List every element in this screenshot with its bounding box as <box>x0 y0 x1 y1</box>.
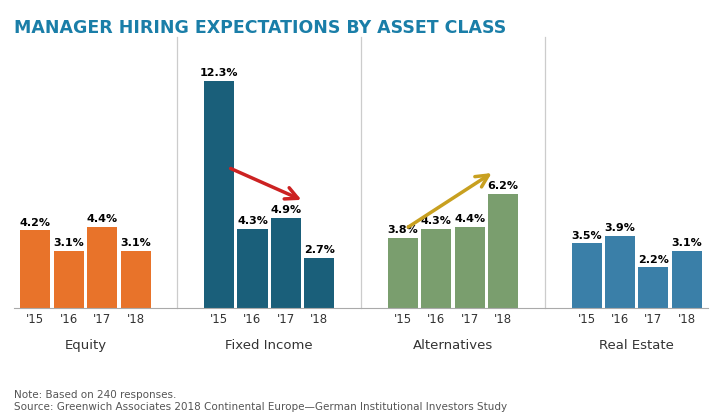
Bar <box>121 251 151 308</box>
Bar <box>237 229 267 308</box>
Bar <box>204 81 234 308</box>
Text: Alternatives: Alternatives <box>413 339 493 352</box>
Text: 3.1%: 3.1% <box>120 238 151 248</box>
Text: 3.8%: 3.8% <box>388 225 418 235</box>
Bar <box>605 236 635 308</box>
Text: MANAGER HIRING EXPECTATIONS BY ASSET CLASS: MANAGER HIRING EXPECTATIONS BY ASSET CLA… <box>14 19 506 37</box>
Text: 2.7%: 2.7% <box>304 245 335 255</box>
Bar <box>271 218 301 308</box>
Text: Fixed Income: Fixed Income <box>225 339 313 352</box>
Text: 4.9%: 4.9% <box>270 205 302 215</box>
Text: Real Estate: Real Estate <box>599 339 674 352</box>
Bar <box>455 227 485 308</box>
Text: 6.2%: 6.2% <box>488 181 518 191</box>
Text: 3.1%: 3.1% <box>671 238 702 248</box>
Bar <box>488 193 518 308</box>
Bar <box>87 227 117 308</box>
Bar <box>20 230 50 308</box>
Text: Note: Based on 240 responses.
Source: Greenwich Associates 2018 Continental Euro: Note: Based on 240 responses. Source: Gr… <box>14 390 508 412</box>
Bar <box>672 251 702 308</box>
Text: 2.2%: 2.2% <box>638 255 669 265</box>
Text: 4.4%: 4.4% <box>87 214 118 224</box>
Text: 4.3%: 4.3% <box>237 216 268 226</box>
Text: 12.3%: 12.3% <box>199 69 238 79</box>
Text: 4.3%: 4.3% <box>421 216 452 226</box>
Text: 3.5%: 3.5% <box>571 230 602 240</box>
Bar <box>421 229 451 308</box>
Bar <box>638 267 669 308</box>
Text: 3.9%: 3.9% <box>605 223 636 233</box>
Bar <box>571 243 601 308</box>
Bar <box>305 258 335 308</box>
Text: 3.1%: 3.1% <box>54 238 84 248</box>
Text: 4.4%: 4.4% <box>454 214 485 224</box>
Text: Equity: Equity <box>64 339 107 352</box>
Text: 4.2%: 4.2% <box>20 218 51 228</box>
Bar <box>388 238 418 308</box>
Bar <box>54 251 84 308</box>
